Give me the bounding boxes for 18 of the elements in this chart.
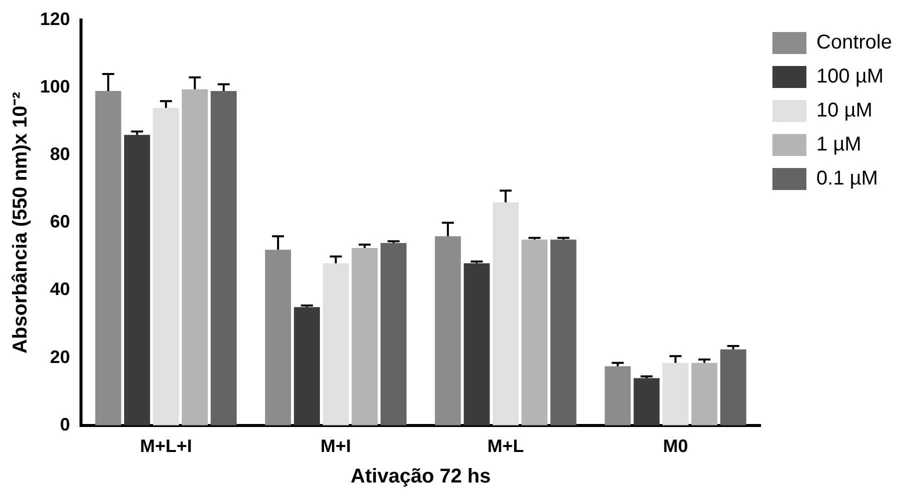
y-tick-label: 80: [50, 144, 70, 164]
y-tick-label: 0: [60, 414, 70, 434]
x-tick-label: M0: [662, 436, 688, 456]
legend-label: Controle: [816, 32, 892, 54]
y-tick-label: 40: [50, 279, 70, 300]
y-tick-label: 20: [50, 346, 70, 367]
y-tick-label: 100: [40, 76, 70, 97]
y-tick-label: 120: [40, 8, 70, 29]
legend-label: 100 µM: [816, 66, 884, 88]
legend-label: 1 µM: [816, 134, 862, 156]
legend-label: 0.1 µM: [816, 168, 878, 190]
x-axis-title: Ativação 72 hs: [350, 466, 491, 488]
y-tick-label: 60: [50, 212, 70, 232]
x-tick-label: M+L: [487, 436, 524, 456]
x-tick-label: M+I: [320, 436, 352, 456]
y-axis-title: Absorbância (550 nm)x 10⁻²: [10, 92, 32, 354]
legend-label: 10 µM: [816, 100, 872, 122]
x-tick-label: M+L+I: [140, 436, 192, 456]
